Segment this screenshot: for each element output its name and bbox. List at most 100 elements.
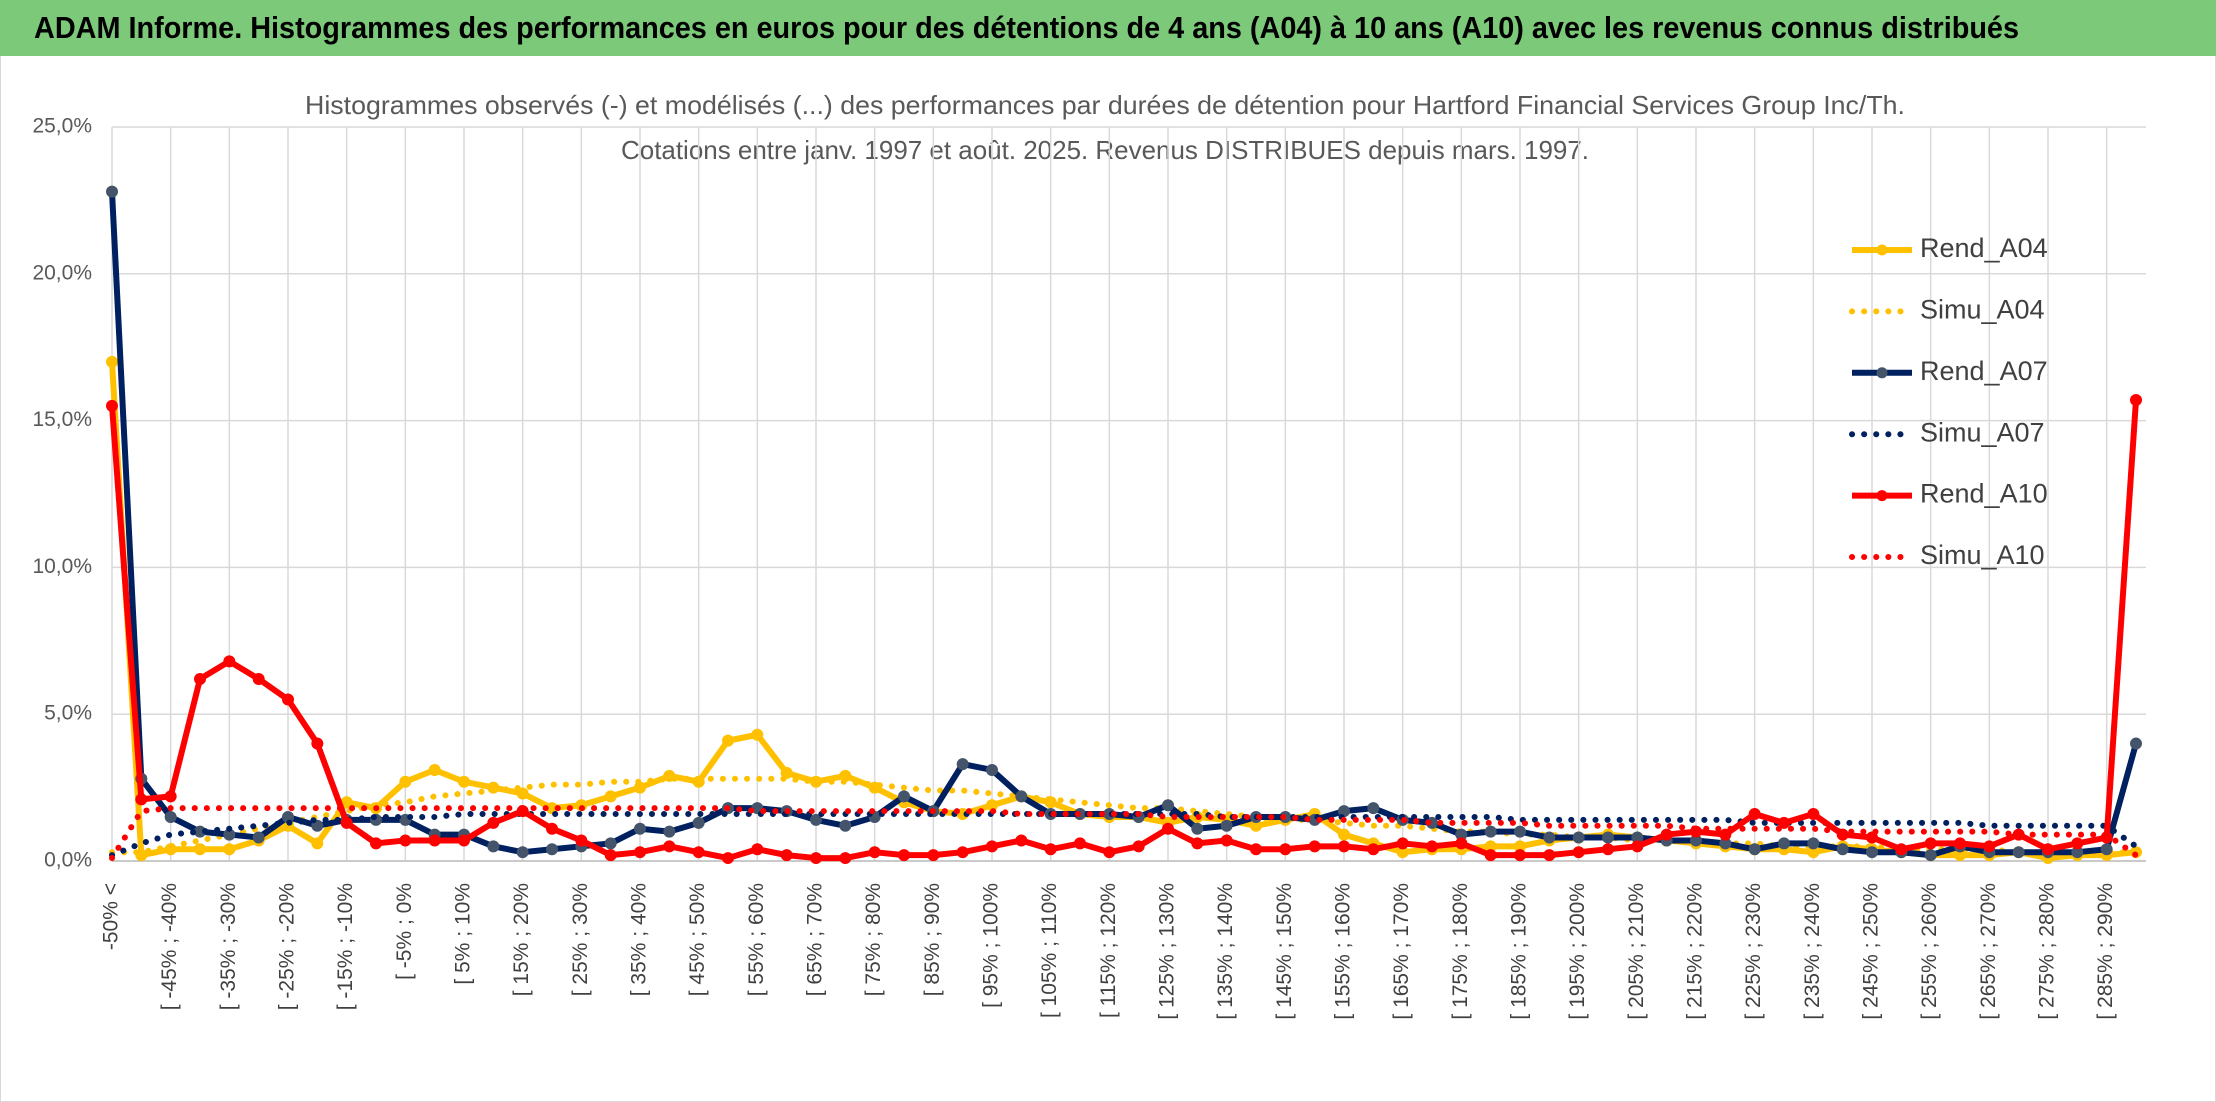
data-point: [1015, 790, 1028, 803]
data-point: [1191, 822, 1204, 835]
x-tick-label: [ 65% ; 70%: [804, 883, 827, 996]
x-tick-label: [ -25% ; -20%: [276, 883, 299, 1010]
data-point: [634, 846, 646, 859]
x-tick-label: [ -35% ; -30%: [217, 883, 240, 1010]
data-point: [1220, 819, 1233, 832]
data-point: [223, 655, 236, 668]
data-point: [780, 766, 793, 779]
data-point: [458, 775, 470, 788]
y-tick-label: 15,0%: [32, 408, 92, 431]
data-point: [2130, 394, 2142, 407]
x-tick-label: [ 195% ; 200%: [1566, 883, 1589, 1020]
chart-subtitle: Cotations entre janv. 1997 et août. 2025…: [621, 135, 1589, 165]
data-point: [1103, 846, 1116, 859]
data-point: [1866, 831, 1878, 844]
x-tick-label: [ 125% ; 130%: [1156, 883, 1179, 1020]
data-point: [1954, 837, 1966, 850]
data-point: [1250, 843, 1262, 856]
x-tick-label: [ 135% ; 140%: [1214, 883, 1237, 1020]
x-tick-label: [ 55% ; 60%: [745, 883, 768, 996]
data-point: [1367, 802, 1380, 815]
data-point: [1132, 840, 1145, 853]
header-title: ADAM Informe. Histogrammes des performan…: [34, 10, 2019, 45]
data-point: [1279, 843, 1292, 856]
data-point: [1572, 846, 1585, 859]
x-tick-label: [ 115% ; 120%: [1097, 883, 1120, 1018]
data-point: [810, 852, 822, 865]
x-tick-label: [ 285% ; 290%: [2094, 883, 2117, 1020]
series-line: [109, 399, 2139, 862]
data-point: [1836, 843, 1849, 856]
y-tick-label: 25,0%: [32, 115, 92, 138]
data-point: [1338, 828, 1350, 841]
data-point: [458, 834, 470, 847]
x-tick-label: [ 185% ; 190%: [1508, 883, 1531, 1020]
data-point: [868, 846, 881, 859]
data-point: [1748, 808, 1761, 821]
x-tick-label: [ 105% ; 110%: [1038, 883, 1061, 1018]
legend-label: Rend_A07: [1920, 356, 2048, 386]
data-point: [839, 852, 852, 865]
data-point: [898, 790, 910, 803]
data-point: [194, 843, 206, 856]
legend-marker: [1876, 367, 1888, 379]
series-line: [109, 805, 2139, 862]
data-point: [663, 840, 676, 853]
data-point: [1660, 828, 1673, 841]
data-point: [1044, 843, 1057, 856]
x-tick-label: [ 215% ; 220%: [1684, 883, 1707, 1020]
data-point: [311, 737, 324, 750]
data-point: [1308, 840, 1321, 853]
legend-label: Rend_A04: [1920, 233, 2048, 263]
y-tick-label: 20,0%: [32, 261, 92, 284]
x-tick-label: [ 145% ; 150%: [1273, 883, 1296, 1020]
data-point: [2042, 843, 2054, 856]
data-point: [1778, 837, 1790, 850]
y-tick-label: 5,0%: [44, 702, 92, 725]
data-point: [810, 813, 822, 826]
data-point: [1543, 831, 1556, 844]
data-point: [1602, 831, 1614, 844]
data-point: [370, 837, 382, 850]
data-point: [1631, 840, 1644, 853]
x-tick-label: [ 165% ; 170%: [1390, 883, 1413, 1020]
chart-subtitle: Histogrammes observés (-) et modélisés (…: [305, 90, 1905, 120]
data-point: [487, 840, 500, 853]
data-point: [546, 822, 558, 835]
data-point: [604, 849, 617, 862]
x-tick-label: [ 225% ; 230%: [1742, 883, 1765, 1020]
x-tick-label: [ -45% ; -40%: [158, 883, 181, 1010]
legend-marker: [1876, 490, 1888, 502]
x-tick-label: [ 85% ; 90%: [921, 883, 944, 996]
x-tick-label: [ -15% ; -10%: [334, 883, 357, 1010]
data-point: [164, 810, 177, 823]
data-point: [164, 790, 177, 803]
data-point: [927, 849, 940, 862]
y-tick-label: 10,0%: [32, 555, 92, 578]
data-point: [428, 763, 441, 776]
legend-label: Simu_A10: [1920, 540, 2045, 570]
data-point: [428, 834, 441, 847]
data-point: [516, 787, 529, 800]
x-tick-label: [ 95% ; 100%: [980, 883, 1003, 1008]
data-point: [1924, 849, 1937, 862]
x-tick-label: [ 235% ; 240%: [1801, 883, 1824, 1020]
data-point: [722, 734, 734, 747]
legend-label: Simu_A04: [1920, 295, 2045, 325]
data-point: [1367, 843, 1380, 856]
data-point: [1514, 825, 1526, 838]
data-point: [487, 816, 500, 829]
data-point: [1338, 840, 1350, 853]
x-tick-label: [ 155% ; 160%: [1332, 883, 1355, 1020]
x-tick-label: -50% <: [100, 883, 123, 950]
data-point: [1983, 840, 1996, 853]
y-tick-label: 0,0%: [44, 849, 92, 872]
data-point: [692, 816, 705, 829]
data-point: [252, 831, 265, 844]
x-tick-label: [ 205% ; 210%: [1625, 883, 1648, 1020]
header-bar: [0, 0, 2216, 56]
data-point: [1543, 849, 1556, 862]
x-tick-label: [ 15% ; 20%: [510, 883, 533, 996]
x-tick-label: [ 255% ; 260%: [1918, 883, 1941, 1020]
